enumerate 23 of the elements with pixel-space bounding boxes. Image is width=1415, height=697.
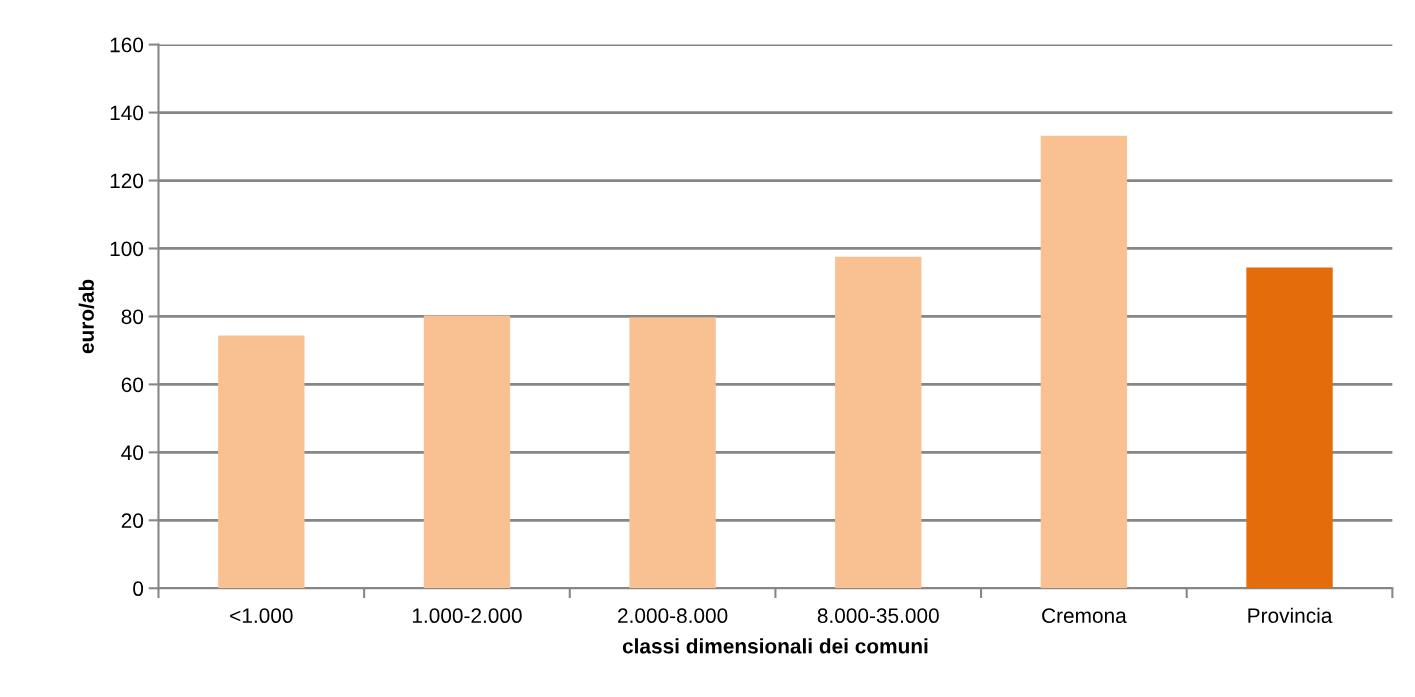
bar	[218, 335, 305, 589]
bar	[835, 256, 922, 589]
y-tick-label: 100	[110, 241, 144, 257]
y-tick-label: 140	[110, 105, 144, 121]
y-tick-label: 80	[121, 309, 144, 325]
y-tick-label: 160	[110, 37, 144, 53]
x-tick-label: 8.000-35.000	[817, 608, 939, 624]
y-tick-label: 0	[133, 581, 144, 597]
x-tick-label: <1.000	[230, 608, 293, 624]
x-tick-label: Provincia	[1248, 607, 1333, 624]
bar	[629, 317, 716, 589]
y-tick-label: 40	[121, 445, 144, 461]
bar	[423, 315, 511, 589]
x-tick-label: Cremona	[1042, 608, 1127, 624]
bar	[1040, 135, 1128, 589]
y-axis-title: euro/ab	[78, 279, 95, 354]
y-tick-label: 120	[110, 173, 144, 189]
x-tick-label: 1.000-2.000	[412, 608, 522, 624]
y-tick-label: 60	[121, 377, 144, 393]
x-tick-label: 2.000-8.000	[618, 608, 728, 624]
x-axis-title: classi dimensionali dei comuni	[622, 638, 928, 654]
y-tick-label: 20	[121, 513, 144, 529]
bar	[1246, 267, 1333, 589]
